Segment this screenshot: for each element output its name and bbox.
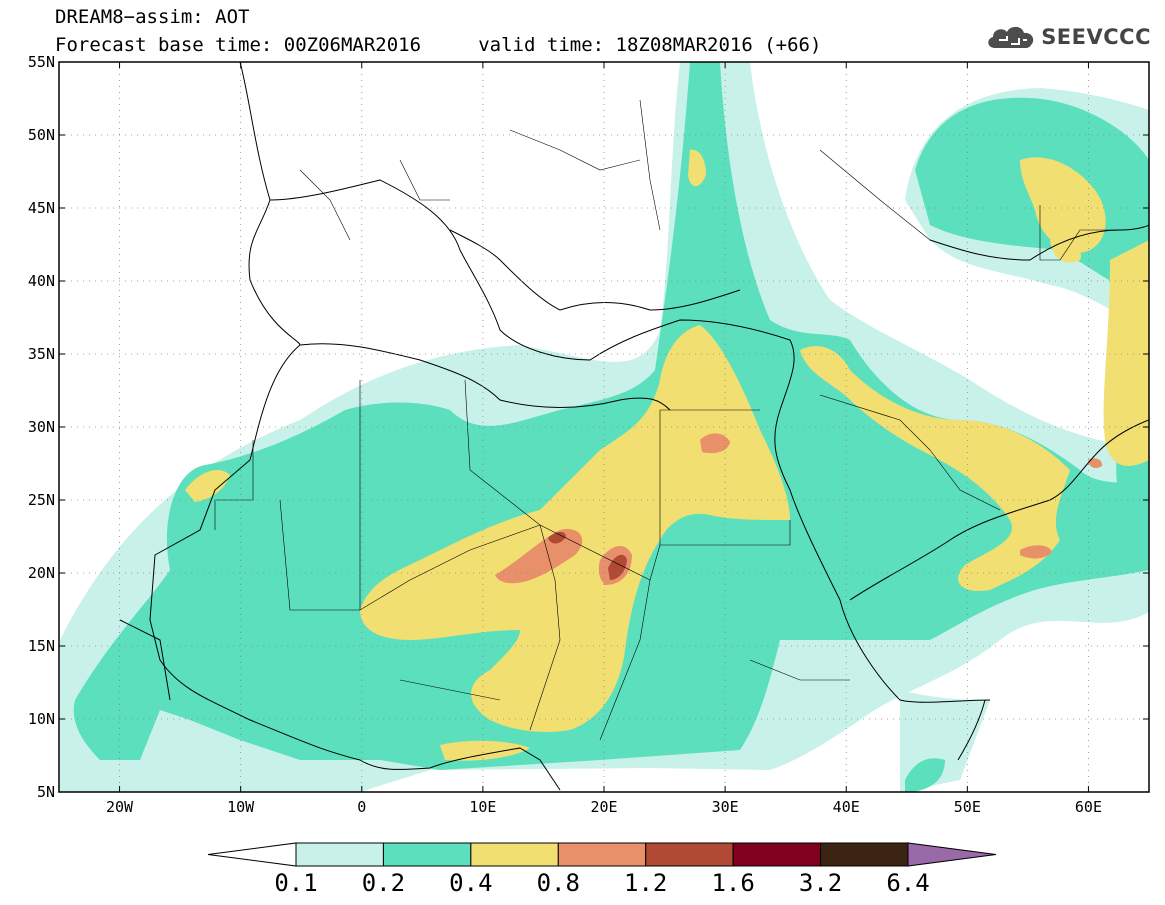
lat-tick-label: 40N [28,272,55,290]
seevccc-logo: SEEVCCC [985,22,1151,52]
country-borders [214,99,1120,741]
lat-tick-label: 30N [28,418,55,436]
lon-tick-label: 10W [227,798,255,816]
lat-tick-label: 10N [28,710,55,728]
colorbar-swatch [470,842,559,867]
colorbar-label: 0.4 [449,869,492,897]
colorbar-label: 1.2 [624,869,667,897]
colorbar-swatch [295,842,384,867]
title-line-1: DREAM8−assim: AOT [55,6,250,28]
lat-tick-label: 55N [28,53,55,71]
lat-tick-label: 25N [28,491,55,509]
colorbar-over-triangle [907,842,997,867]
colorbar-label: 0.8 [537,869,580,897]
colorbar-swatch [382,842,472,867]
colorbar: 0.1 0.2 0.4 0.8 1.2 1.6 3.2 6.4 [207,842,997,897]
colorbar-swatch [557,842,647,867]
lon-tick-label: 0 [357,798,366,816]
colorbar-swatch [732,842,822,867]
lon-tick-label: 20E [590,798,617,816]
lat-tick-label: 35N [28,345,55,363]
lat-tick-label: 15N [28,637,55,655]
colorbar-label: 3.2 [799,869,842,897]
colorbar-label: 6.4 [886,869,929,897]
lat-tick-label: 45N [28,199,55,217]
cloud-icon [988,26,1034,48]
contour-level-0.4 [185,149,1149,761]
lon-tick-label: 40E [833,798,860,816]
colorbar-swatch [820,842,909,867]
colorbar-under-triangle [207,842,297,867]
lon-tick-label: 60E [1075,798,1102,816]
latitude-ticks: 55N 50N 45N 40N 35N 30N 25N 20N 15N 10N 5N [28,53,1149,801]
lon-tick-label: 10E [469,798,496,816]
contour-level-1.2 [548,531,627,580]
colorbar-label: 0.2 [362,869,405,897]
logo-text: SEEVCCC [1041,25,1151,49]
aot-contours [60,62,1149,792]
colorbar-label: 1.6 [711,869,754,897]
title-line-2: Forecast base time: 00Z06MAR2016 valid t… [55,34,822,56]
lon-tick-label: 20W [106,798,134,816]
lon-tick-label: 50E [954,798,981,816]
lat-tick-label: 50N [28,126,55,144]
lat-tick-label: 20N [28,564,55,582]
colorbar-swatch [645,842,734,867]
lon-tick-label: 30E [712,798,739,816]
colorbar-label: 0.1 [274,869,317,897]
coastlines [119,62,1149,791]
longitude-ticks: 20W 10W 0 10E 20E 30E 40E 50E 60E [106,62,1102,816]
lat-tick-label: 5N [37,783,55,801]
